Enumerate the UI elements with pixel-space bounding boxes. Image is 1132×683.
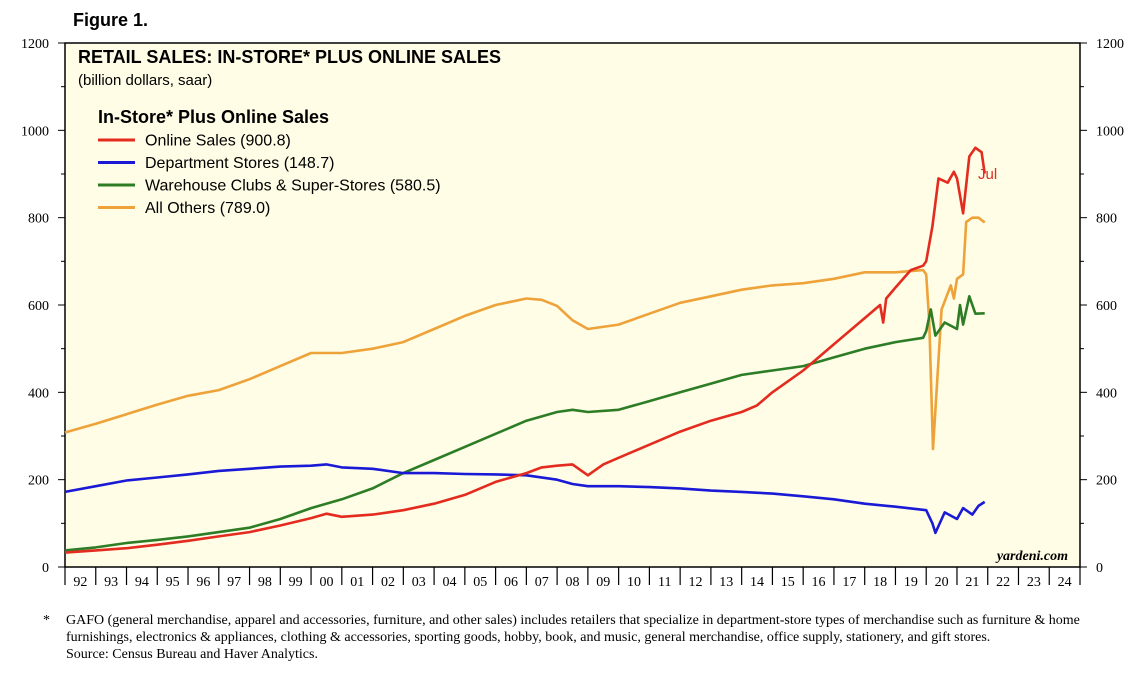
legend-label: Department Stores (148.7) — [145, 155, 334, 172]
y-tick-label-left: 600 — [28, 299, 49, 314]
y-tick-label-right: 200 — [1096, 474, 1117, 489]
x-tick-label: 02 — [381, 575, 395, 590]
x-tick-label: 18 — [873, 575, 887, 590]
series-lines — [64, 146, 986, 554]
x-tick-label: 24 — [1058, 575, 1072, 590]
footnote-text: GAFO (general merchandise, apparel and a… — [66, 613, 1080, 645]
x-tick-label: 16 — [812, 575, 826, 590]
y-tick-label-left: 1000 — [21, 124, 49, 139]
x-tick-label: 22 — [996, 575, 1010, 590]
figure-label: Figure 1. — [73, 10, 149, 30]
series-line-3 — [64, 216, 986, 451]
legend-label: All Others (789.0) — [145, 200, 270, 217]
x-tick-label: 21 — [965, 575, 979, 590]
x-tick-label: 03 — [412, 575, 426, 590]
y-tick-label-left: 400 — [28, 386, 49, 401]
y-tick-label-left: 800 — [28, 212, 49, 227]
y-tick-label-left: 200 — [28, 474, 49, 489]
y-tick-label-right: 400 — [1096, 386, 1117, 401]
x-tick-label: 23 — [1027, 575, 1041, 590]
x-tick-label: 19 — [904, 575, 918, 590]
legend-label: Warehouse Clubs & Super-Stores (580.5) — [145, 178, 441, 195]
y-tick-label-left: 0 — [42, 561, 49, 576]
x-tick-label: 95 — [166, 575, 180, 590]
x-tick-label: 97 — [227, 575, 241, 590]
x-tick-label: 09 — [596, 575, 610, 590]
x-tick-label: 00 — [319, 575, 333, 590]
x-tick-label: 17 — [842, 575, 856, 590]
x-tick-label: 11 — [658, 575, 671, 590]
y-axis-left: 0 200 400 600 800 1000 1200 — [21, 37, 65, 576]
legend: Online Sales (900.8) Department Stores (1… — [98, 133, 441, 217]
yardeni-watermark: yardeni.com — [995, 549, 1068, 564]
x-tick-label: 08 — [566, 575, 580, 590]
chart-title: RETAIL SALES: IN-STORE* PLUS ONLINE SALE… — [78, 47, 501, 67]
y-tick-label-right: 800 — [1096, 212, 1117, 227]
x-tick-label: 93 — [104, 575, 118, 590]
x-tick-label: 06 — [504, 575, 518, 590]
x-tick-label: 20 — [935, 575, 949, 590]
legend-title: In-Store* Plus Online Sales — [98, 107, 329, 127]
y-tick-label-right: 1200 — [1096, 37, 1124, 52]
y-tick-label-right: 0 — [1096, 561, 1103, 576]
x-axis: 92 93 94 95 96 97 98 99 00 01 02 03 04 05 06 07 08 09 10 11… — [64, 567, 1081, 590]
x-tick-label: 14 — [750, 575, 764, 590]
x-tick-label: 99 — [289, 575, 303, 590]
x-tick-label: 94 — [135, 575, 149, 590]
x-tick-label: 96 — [196, 575, 210, 590]
y-tick-label-right: 600 — [1096, 299, 1117, 314]
x-tick-label: 05 — [473, 575, 487, 590]
series-line-1 — [64, 463, 986, 535]
y-axis-right: 0 200 400 600 800 1000 1200 — [1080, 37, 1124, 576]
x-tick-label: 04 — [442, 575, 456, 590]
footnote: * GAFO (general merchandise, apparel and… — [43, 612, 1113, 663]
source-note: Source: Census Bureau and Haver Analytic… — [66, 647, 318, 662]
x-tick-label: 15 — [781, 575, 795, 590]
x-tick-label: 92 — [73, 575, 87, 590]
series-line-2 — [64, 295, 985, 552]
y-tick-label-right: 1000 — [1096, 124, 1124, 139]
y-tick-label-left: 1200 — [21, 37, 49, 52]
x-tick-label: 12 — [689, 575, 703, 590]
x-tick-label: 10 — [627, 575, 641, 590]
series-line-0 — [64, 146, 986, 554]
x-tick-label: 98 — [258, 575, 272, 590]
chart-subtitle: (billion dollars, saar) — [78, 72, 212, 89]
jul-annotation: Jul — [978, 166, 997, 183]
x-tick-label: 07 — [535, 575, 549, 590]
legend-label: Online Sales (900.8) — [145, 133, 291, 150]
x-tick-label: 01 — [350, 575, 364, 590]
footnote-star: * — [43, 613, 50, 628]
x-tick-label: 13 — [719, 575, 733, 590]
